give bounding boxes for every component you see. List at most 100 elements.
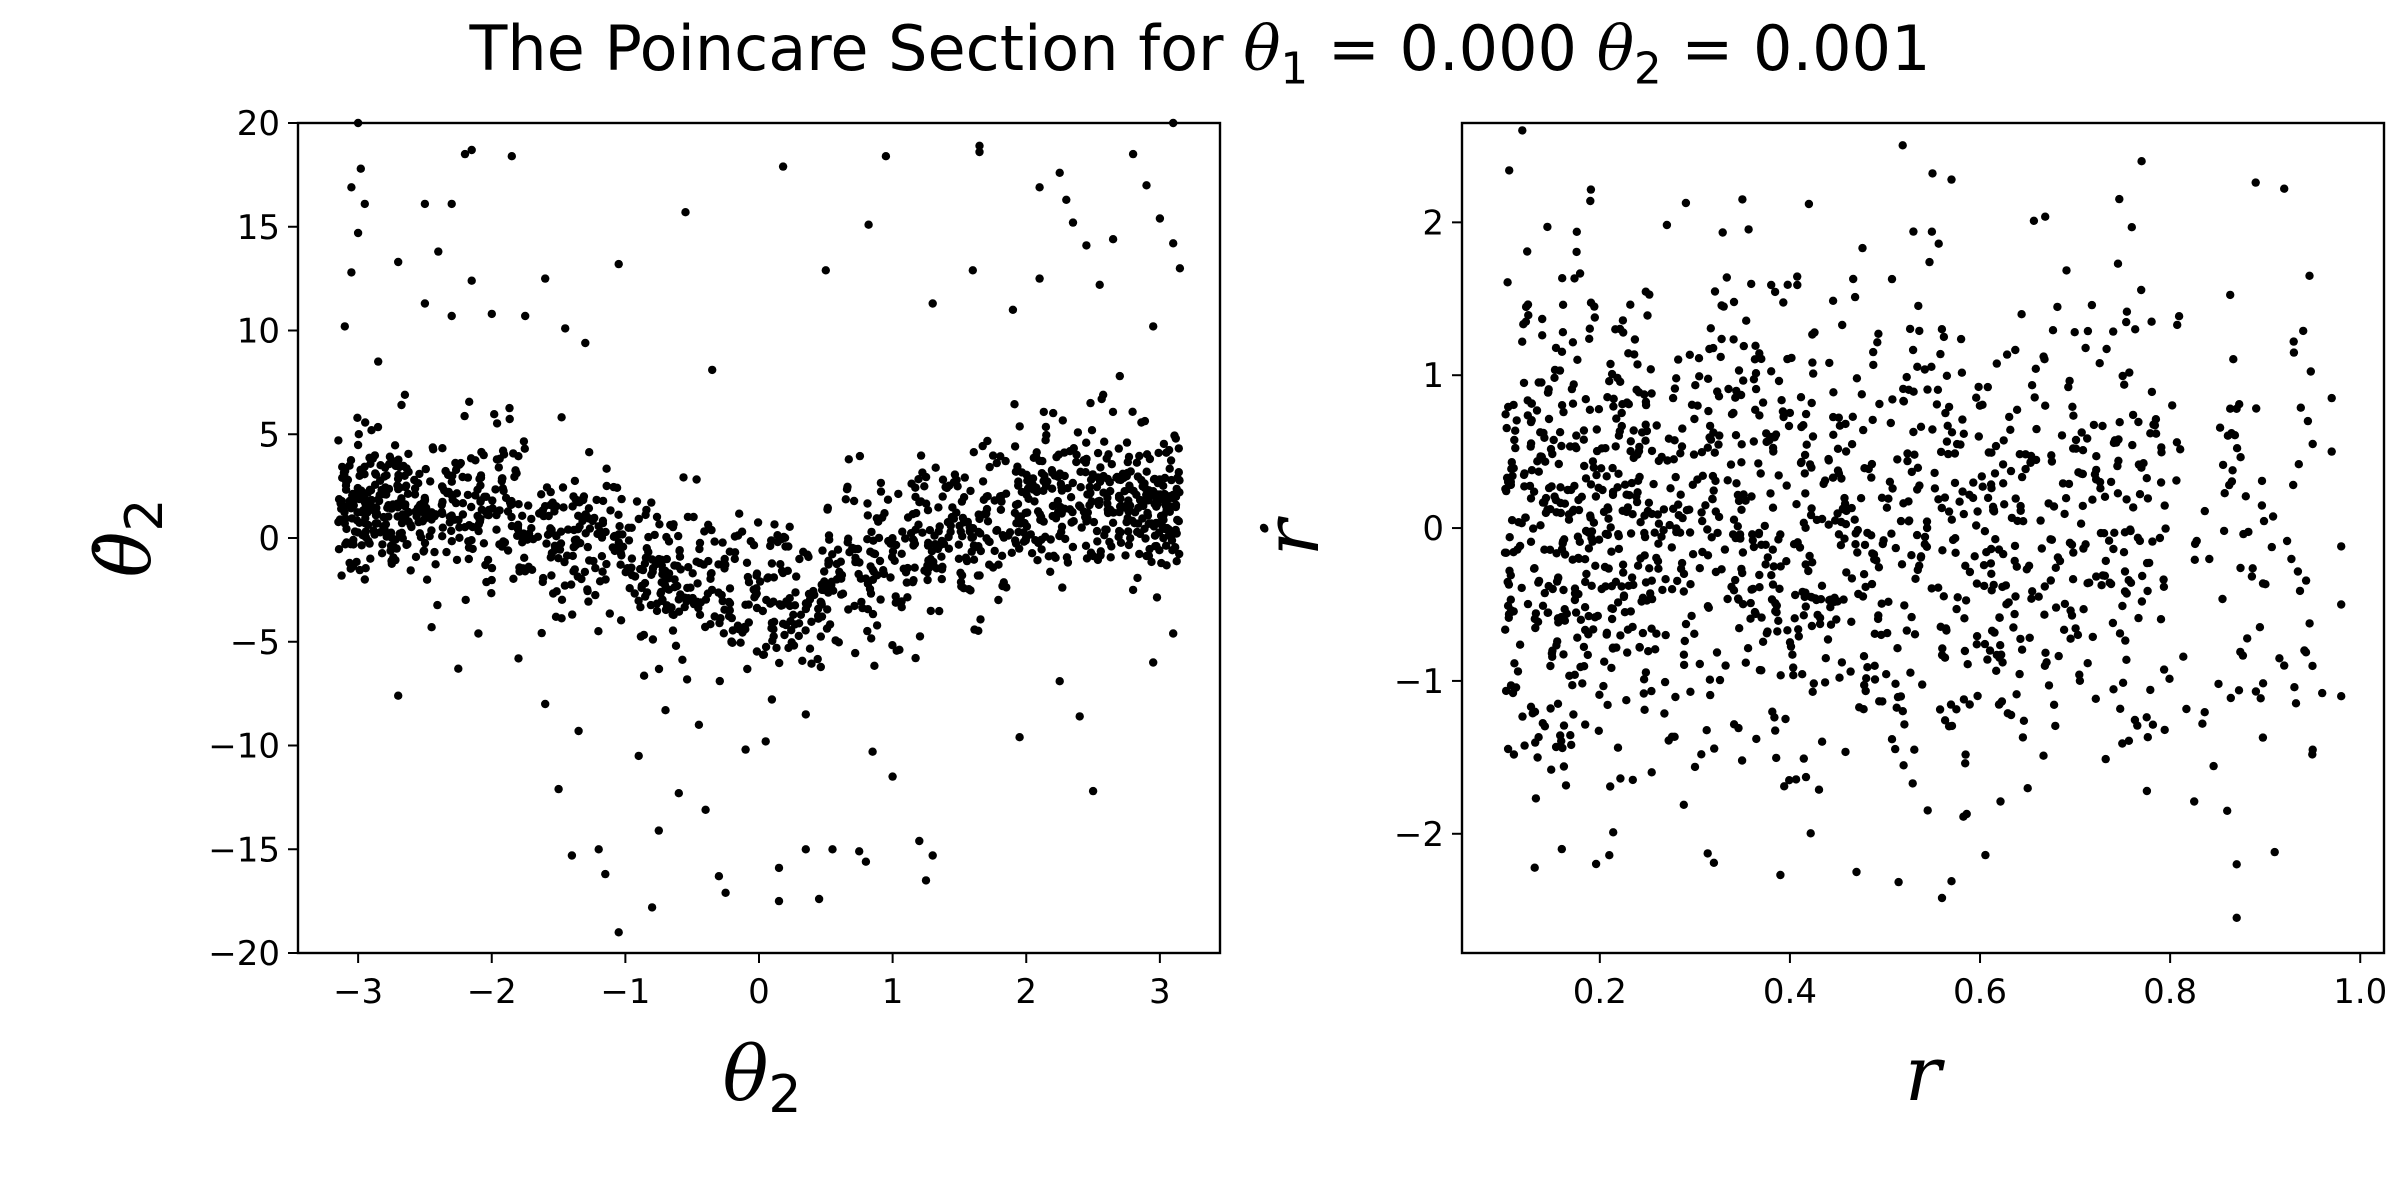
scatter-point — [969, 555, 979, 564]
scatter-point — [1015, 733, 1024, 742]
scatter-point — [652, 606, 662, 616]
scatter-point — [584, 504, 594, 513]
scatter-point — [1130, 519, 1139, 528]
scatter-point — [428, 443, 437, 452]
scatter-point — [1567, 740, 1576, 750]
scatter-point — [2068, 402, 2077, 411]
scatter-point — [2018, 733, 2028, 742]
scatter-point — [1729, 335, 1738, 344]
scatter-point — [2011, 345, 2020, 355]
scatter-point — [2088, 632, 2097, 642]
scatter-point — [1592, 425, 1602, 434]
scatter-point — [2090, 470, 2100, 479]
scatter-point — [585, 448, 594, 457]
scatter-point — [2234, 686, 2244, 695]
scatter-point — [867, 527, 876, 537]
scatter-point — [2017, 645, 2027, 654]
scatter-point — [2159, 582, 2169, 591]
scatter-point — [1616, 631, 1625, 640]
scatter-point — [837, 590, 846, 599]
scatter-point — [1965, 490, 1974, 499]
scatter-point — [505, 403, 514, 413]
scatter-point — [1534, 467, 1544, 476]
scatter-point — [761, 642, 771, 652]
scatter-point — [2095, 477, 2105, 487]
scatter-point — [2025, 633, 2034, 642]
scatter-point — [1657, 452, 1666, 462]
scatter-point — [1613, 598, 1623, 607]
scatter-point — [2232, 860, 2241, 869]
scatter-point — [1774, 471, 1783, 480]
scatter-point — [966, 486, 975, 496]
scatter-point — [594, 845, 603, 854]
scatter-point — [1695, 659, 1705, 669]
scatter-point — [1956, 440, 1965, 449]
scatter-point — [1829, 430, 1838, 439]
scatter-point — [476, 471, 486, 480]
scatter-point — [1912, 530, 1922, 540]
scatter-point — [1632, 385, 1641, 394]
scatter-point — [938, 492, 947, 501]
scatter-point — [1731, 575, 1740, 585]
scatter-point — [1942, 437, 1952, 446]
scatter-point — [2069, 411, 2078, 420]
scatter-point — [1095, 280, 1104, 289]
scatter-point — [1515, 640, 1525, 649]
scatter-point — [888, 641, 897, 650]
scatter-point — [1789, 671, 1798, 680]
scatter-point — [897, 549, 906, 558]
scatter-point — [2046, 576, 2055, 585]
scatter-point — [2232, 444, 2242, 453]
scatter-point — [1667, 585, 1677, 594]
scatter-point — [1686, 687, 1695, 696]
scatter-point — [1627, 573, 1637, 582]
scatter-point — [2071, 624, 2080, 633]
scatter-point — [1697, 508, 1706, 517]
scatter-point — [1900, 601, 1909, 610]
scatter-point — [1507, 464, 1516, 474]
scatter-point — [969, 448, 978, 457]
scatter-point — [338, 462, 347, 472]
scatter-point — [674, 595, 683, 604]
scatter-point — [2127, 223, 2136, 232]
scatter-point — [1785, 408, 1795, 418]
scatter-point — [883, 495, 893, 504]
scatter-point — [875, 556, 885, 566]
scatter-point — [2337, 600, 2346, 609]
scatter-point — [445, 512, 454, 521]
scatter-point — [353, 483, 362, 493]
scatter-point — [1797, 422, 1806, 432]
scatter-point — [1687, 611, 1696, 621]
scatter-point — [624, 536, 634, 545]
scatter-point — [2257, 501, 2267, 510]
scatter-point — [1923, 385, 1932, 394]
scatter-point — [2172, 476, 2181, 485]
scatter-point — [707, 569, 716, 578]
scatter-point — [1856, 494, 1866, 503]
scatter-point — [427, 526, 436, 535]
scatter-point — [514, 654, 523, 663]
scatter-point — [1501, 625, 1510, 634]
scatter-point — [1933, 385, 1943, 394]
scatter-point — [1150, 531, 1160, 540]
scatter-point — [744, 618, 753, 627]
scatter-point — [1698, 516, 1707, 526]
scatter-point — [669, 610, 678, 620]
scatter-point — [944, 544, 954, 553]
scatter-point — [753, 518, 763, 527]
scatter-point — [2027, 381, 2037, 390]
scatter-point — [1860, 464, 1869, 473]
scatter-point — [2012, 690, 2021, 699]
scatter-point — [1501, 410, 1510, 419]
scatter-point — [1998, 582, 2007, 592]
scatter-point — [382, 532, 391, 541]
scatter-point — [938, 475, 948, 484]
scatter-point — [371, 519, 380, 528]
scatter-point — [2229, 355, 2238, 364]
scatter-point — [1817, 514, 1827, 524]
scatter-point — [948, 503, 957, 512]
scatter-point — [999, 578, 1008, 587]
scatter-point — [1984, 448, 1994, 457]
scatter-point — [544, 511, 553, 521]
scatter-point — [598, 496, 608, 506]
